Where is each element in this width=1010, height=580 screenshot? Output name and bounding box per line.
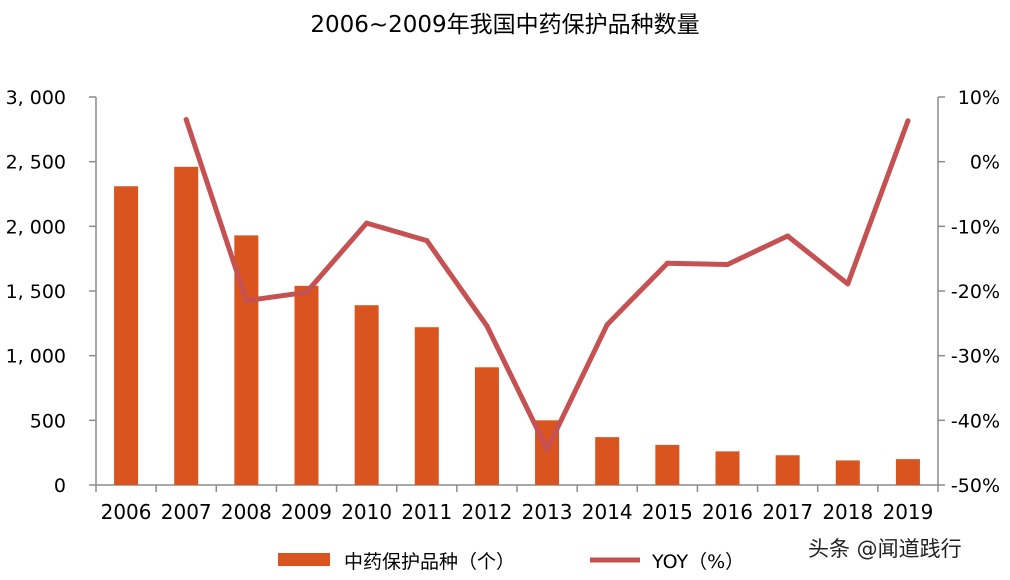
right-tick-label: -50% [951,475,1000,497]
x-tick-label: 2013 [522,500,573,524]
x-tick-label: 2019 [882,500,933,524]
bar-2012 [474,367,499,485]
bar-2016 [715,451,740,485]
legend: 中药保护品种（个） YOY（%） [278,551,744,573]
bar-2018 [835,460,860,485]
bar-2014 [595,437,620,485]
yoy-point-2008 [243,298,249,304]
chart-title: 2006~2009年我国中药保护品种数量 [310,12,699,38]
yoy-point-2011 [424,238,430,244]
bar-2007 [174,166,199,485]
yoy-point-2010 [364,220,370,226]
left-tick-labels: 0 500 1, 000 1, 500 2, 000 2, 500 3, 000 [6,87,66,497]
x-tick-label: 2017 [762,500,813,524]
left-tick-label: 1, 000 [6,346,66,368]
x-tick-label: 2010 [341,500,392,524]
x-tick-label: 2014 [582,500,633,524]
left-tick-label: 0 [54,475,66,497]
axes [89,96,945,492]
yoy-point-2015 [664,260,670,266]
yoy-point-2007 [183,117,189,123]
yoy-point-2017 [785,233,791,239]
legend-bar-swatch [278,553,330,566]
right-tick-label: 10% [958,87,1000,109]
x-tick-label: 2015 [642,500,693,524]
right-tick-label: 0% [970,152,1000,174]
bar-2015 [655,444,680,485]
left-tick-label: 3, 000 [6,87,66,109]
legend-line-label: YOY（%） [651,551,744,573]
yoy-point-2013 [544,446,550,452]
bar-2009 [294,285,319,485]
right-tick-label: -40% [951,410,1000,432]
x-tick-label: 2016 [702,500,753,524]
watermark: 头条 @闻道践行 [808,537,962,561]
yoy-point-2019 [905,118,911,124]
x-tick-label: 2011 [401,500,452,524]
left-tick-label: 500 [30,410,66,432]
bars [114,166,920,486]
x-tick-label: 2018 [822,500,873,524]
legend-bar-label: 中药保护品种（个） [344,551,515,573]
x-tick-label: 2007 [161,500,212,524]
bar-2010 [354,305,379,485]
x-tick-label: 2006 [101,500,152,524]
right-tick-label: -30% [951,346,1000,368]
left-tick-label: 2, 000 [6,216,66,238]
bar-2011 [414,327,439,485]
x-tick-label: 2012 [461,500,512,524]
yoy-point-2009 [304,289,309,295]
right-tick-labels: -50% -40% -30% -20% -10% 0% 10% [951,87,1000,497]
right-tick-label: -20% [951,281,1000,303]
x-tick-labels: 2006 2007 2008 2009 2010 2011 2012 2013 2014 2015… [101,500,934,524]
x-tick-label: 2008 [221,500,272,524]
left-tick-label: 2, 500 [6,152,66,174]
yoy-line [183,117,911,452]
yoy-point-2018 [845,281,851,287]
yoy-point-2014 [604,322,610,328]
x-tick-label: 2009 [281,500,332,524]
yoy-point-2016 [725,261,730,267]
yoy-point-2012 [484,323,490,329]
yoy-line-layer [183,117,911,452]
right-tick-label: -10% [951,216,1000,238]
bar-2019 [895,459,920,485]
bar-2017 [775,455,800,485]
left-tick-label: 1, 500 [6,281,66,303]
bar-2006 [114,186,139,486]
